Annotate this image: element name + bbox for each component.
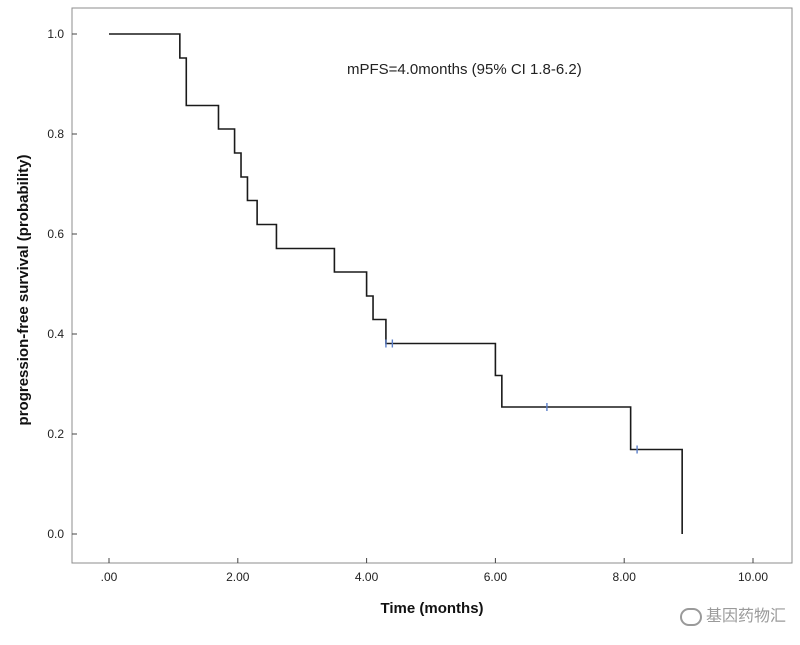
y-tick-label: 0.6 [47, 227, 64, 241]
survival-step-line [109, 33, 683, 534]
y-axis-title: progression-free survival (probability) [15, 155, 32, 426]
y-tick-label: 0.2 [47, 427, 64, 441]
watermark-text: 基因药物汇 [705, 606, 786, 625]
mpfs-annotation: mPFS=4.0months (95% CI 1.8-6.2) [347, 61, 582, 78]
x-tick-label: 8.00 [613, 570, 637, 584]
x-tick-label: 2.00 [226, 570, 250, 584]
y-tick-label: 0.4 [47, 327, 64, 341]
y-tick-label: 0.8 [47, 127, 64, 141]
wechat-icon [679, 607, 702, 626]
x-tick-label: 6.00 [484, 570, 508, 584]
y-tick-label: 1.0 [47, 27, 64, 41]
x-tick-label: .00 [101, 570, 118, 584]
y-tick-label: 0.0 [47, 527, 64, 541]
x-tick-label: 10.00 [738, 570, 768, 584]
x-tick-label: 4.00 [355, 570, 379, 584]
plot-frame [71, 7, 793, 564]
watermark: 基因药物汇 [679, 602, 786, 626]
x-axis-title: Time (months) [380, 600, 483, 617]
